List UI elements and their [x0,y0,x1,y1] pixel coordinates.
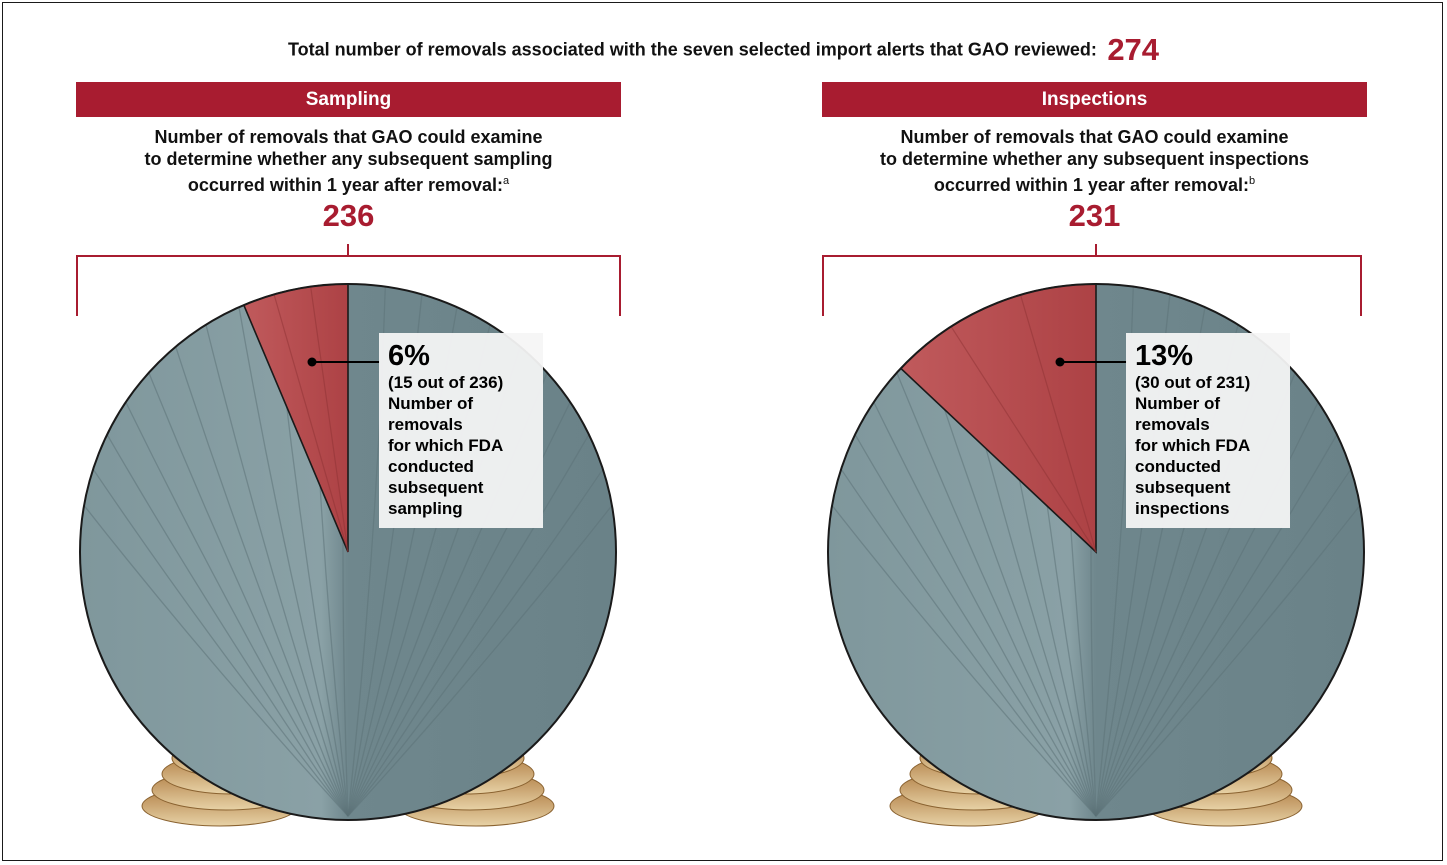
inspections-shell-ridge [923,346,1097,817]
sampling-shell-ridge [347,468,604,817]
headline-total: 274 [1107,32,1160,67]
inspections-callout-desc-4: conducted [1135,457,1221,476]
inspections-bracket [822,244,1362,316]
inspections-banner: Inspections [822,82,1367,117]
inspections-panel: Inspections Number of removals that GAO … [822,82,1367,234]
sampling-slice-highlight-ridge [273,294,349,553]
footnote-b-marker: b [1249,175,1256,187]
sampling-shell-ridge [83,505,349,817]
sampling-shell-ridge [175,346,349,817]
sampling-callout-desc-5: subsequent [388,478,484,497]
inspections-callout-percent: 13% [1135,340,1194,372]
inspections-callout-desc-5: subsequent [1135,478,1231,497]
inspections-shell-ridge [831,505,1097,817]
sampling-callout-desc-1: Number of [388,394,473,413]
sampling-subtitle-line-2: to determine whether any subsequent samp… [144,149,553,169]
sampling-shell-ridge [106,434,349,817]
inspections-leader-dot [1055,357,1065,367]
inspections-shell-ridge [1095,505,1361,817]
inspections-subtitle-line-1: Number of removals that GAO could examin… [900,127,1289,147]
sampling-shell-ridge [347,505,613,817]
inspections-shell-ridge [1095,401,1319,817]
inspections-callout: 13% (30 out of 231) Number of removals f… [1126,333,1290,528]
inspections-subtitle: Number of removals that GAO could examin… [822,126,1367,196]
headline-label: Total number of removals associated with… [287,39,1097,60]
inspections-subtitle-line-3: occurred within 1 year after removal:b [933,175,1256,195]
sampling-slice-highlight-ridge [310,286,349,553]
inspections-callout-count: (30 out of 231) [1135,373,1251,392]
inspections-total: 231 [1068,198,1121,233]
inspections-slice-highlight-ridge [1019,294,1097,553]
sampling-shell-ridge [205,324,349,817]
sampling-banner: Sampling [76,82,621,117]
sampling-shell-ridge [92,468,349,817]
inspections-callout-desc-3: for which FDA [1135,436,1251,455]
inspections-slice-highlight-ridge [950,326,1097,553]
sampling-callout-desc-4: conducted [388,457,474,476]
footnote-a-marker: a [503,175,510,187]
sampling-shell-ridge [125,401,349,817]
sampling-pie-outline [79,283,617,821]
sampling-subtitle-line-3: occurred within 1 year after removal:a [187,175,510,195]
inspections-shell-ridge [1095,468,1352,817]
sampling-bracket [76,244,621,316]
inspections-callout-desc-6: inspections [1135,499,1230,518]
inspections-subtitle-line-2: to determine whether any subsequent insp… [879,149,1310,169]
sampling-shell-ridge [347,434,590,817]
headline: Total number of removals associated with… [0,32,1447,68]
sampling-callout-desc-6: sampling [388,499,463,518]
sampling-callout-percent: 6% [388,340,430,372]
inspections-shell-ridge [1095,434,1338,817]
sampling-callout-desc-2: removals [388,415,463,434]
inspections-shell-ridge [840,468,1097,817]
sampling-shell-ridge [238,307,349,817]
inspections-pie-outline [827,283,1365,821]
sampling-callout-count: (15 out of 236) [388,373,504,392]
sampling-subtitle-line-1: Number of removals that GAO could examin… [154,127,543,147]
sampling-leader-dot [307,357,317,367]
sampling-callout-desc-3: for which FDA [388,436,504,455]
sampling-total: 236 [322,198,375,233]
sampling-subtitle: Number of removals that GAO could examin… [76,126,621,196]
inspections-callout-desc-1: Number of [1135,394,1220,413]
inspections-callout-desc-2: removals [1135,415,1210,434]
inspections-shell-ridge [873,401,1097,817]
sampling-panel: Sampling Number of removals that GAO cou… [76,82,621,234]
sampling-callout: 6% (15 out of 236) Number of removals fo… [379,333,543,528]
sampling-shell-ridge [148,372,349,817]
inspections-shell-ridge [896,372,1097,817]
inspections-shell-ridge [854,434,1097,817]
